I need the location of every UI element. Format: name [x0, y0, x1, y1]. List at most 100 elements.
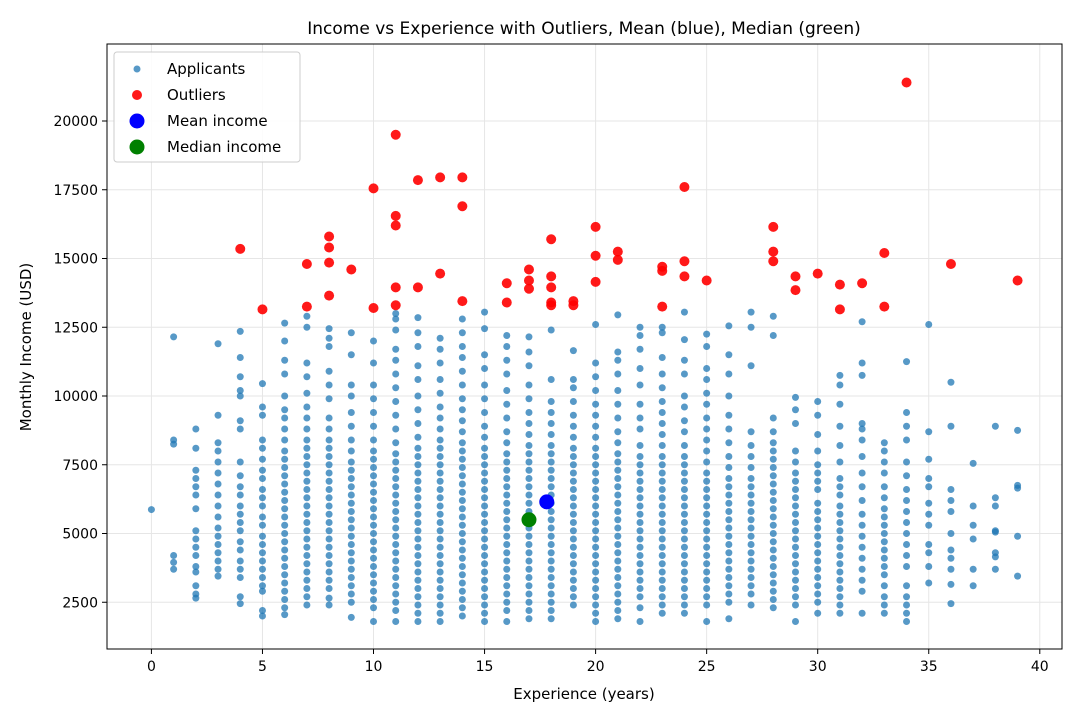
applicant-point: [858, 510, 866, 518]
applicant-point: [525, 532, 533, 540]
applicant-point: [725, 574, 733, 581]
applicant-point: [525, 450, 533, 458]
applicant-point: [436, 552, 444, 559]
applicant-point: [747, 532, 755, 540]
applicant-point: [192, 505, 200, 513]
applicant-point: [636, 494, 644, 502]
x-tick-label: 20: [587, 659, 605, 675]
applicant-point: [703, 576, 711, 584]
applicant-point: [303, 414, 311, 422]
applicant-point: [592, 601, 600, 609]
applicant-point: [703, 447, 711, 455]
applicant-point: [436, 436, 444, 444]
applicant-point: [769, 455, 777, 463]
x-tick-label: 40: [1031, 659, 1049, 675]
applicant-point: [258, 486, 266, 493]
applicant-point: [436, 469, 444, 477]
applicant-point: [680, 403, 688, 411]
applicant-point: [436, 543, 444, 551]
applicant-point: [303, 444, 311, 452]
applicant-point: [903, 618, 911, 625]
applicant-point: [436, 535, 444, 543]
applicant-point: [458, 488, 466, 496]
applicant-point: [680, 494, 688, 502]
applicant-point: [592, 359, 600, 367]
applicant-point: [592, 461, 600, 469]
applicant-point: [481, 568, 489, 576]
applicant-point: [991, 527, 999, 535]
applicant-point: [569, 585, 577, 592]
applicant-point: [614, 508, 622, 515]
applicant-point: [947, 600, 955, 608]
applicant-point: [592, 411, 600, 419]
applicant-point: [458, 472, 466, 480]
applicant-point: [436, 334, 444, 342]
applicant-point: [814, 461, 822, 469]
applicant-point: [370, 409, 378, 416]
applicant-point: [325, 568, 333, 576]
applicant-point: [858, 318, 866, 326]
applicant-point: [858, 587, 866, 595]
applicant-point: [303, 461, 311, 469]
applicant-point: [880, 554, 888, 562]
legend-label-applicants: Applicants: [167, 60, 245, 78]
applicant-point: [569, 519, 577, 526]
applicant-point: [947, 565, 955, 573]
outlier-point: [457, 201, 468, 212]
applicant-point: [658, 431, 666, 438]
applicant-point: [347, 532, 355, 540]
applicant-point: [214, 411, 222, 419]
applicant-point: [592, 527, 600, 535]
applicant-point: [814, 508, 822, 515]
applicant-point: [458, 395, 466, 403]
applicant-point: [192, 444, 200, 452]
applicant-point: [658, 519, 666, 526]
applicant-point: [614, 524, 622, 532]
applicant-point: [414, 609, 422, 617]
applicant-point: [458, 604, 466, 612]
applicant-point: [703, 425, 711, 433]
applicant-point: [392, 425, 400, 433]
applicant-point: [636, 519, 644, 526]
applicant-point: [436, 461, 444, 469]
applicant-point: [303, 486, 311, 493]
applicant-point: [725, 425, 733, 433]
applicant-point: [481, 469, 489, 477]
applicant-point: [680, 510, 688, 518]
applicant-point: [258, 541, 266, 548]
applicant-point: [791, 576, 799, 584]
applicant-point: [569, 527, 577, 535]
applicant-point: [636, 400, 644, 408]
applicant-point: [258, 532, 266, 540]
outlier-point: [457, 296, 468, 307]
applicant-point: [525, 348, 533, 356]
applicant-point: [658, 585, 666, 592]
y-tick-label: 2500: [62, 595, 98, 611]
applicant-point: [503, 414, 511, 422]
outlier-point: [501, 278, 512, 289]
applicant-point: [703, 618, 711, 625]
applicant-point: [725, 322, 733, 330]
applicant-point: [703, 519, 711, 526]
applicant-point: [925, 499, 933, 507]
applicant-point: [925, 483, 933, 491]
applicant-point: [614, 387, 622, 394]
applicant-point: [880, 538, 888, 546]
outlier-point: [346, 264, 357, 275]
applicant-point: [658, 409, 666, 416]
applicant-point: [614, 491, 622, 499]
applicant-point: [880, 571, 888, 579]
applicant-point: [569, 461, 577, 469]
applicant-point: [814, 516, 822, 524]
applicant-point: [436, 519, 444, 526]
applicant-point: [614, 400, 622, 408]
applicant-point: [880, 439, 888, 447]
applicant-point: [769, 497, 777, 504]
applicant-point: [836, 502, 844, 510]
outlier-point: [546, 282, 557, 293]
applicant-point: [347, 491, 355, 499]
applicant-point: [414, 469, 422, 477]
applicant-point: [525, 598, 533, 606]
applicant-point: [791, 585, 799, 592]
applicant-point: [547, 431, 555, 438]
